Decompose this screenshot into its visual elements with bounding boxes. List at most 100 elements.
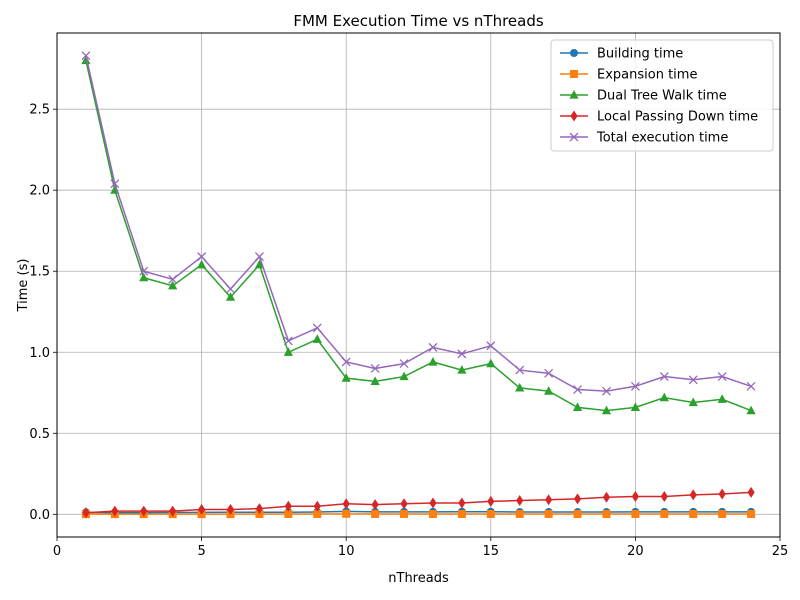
chart-title: FMM Execution Time vs nThreads — [293, 12, 544, 30]
x-tick-label: 10 — [338, 544, 355, 559]
data-point — [515, 382, 525, 392]
data-point — [688, 375, 698, 385]
data-point — [226, 284, 235, 294]
data-point — [370, 376, 380, 386]
legend-item: Local Passing Down time — [560, 110, 758, 125]
data-point — [515, 365, 525, 375]
data-point — [602, 509, 611, 518]
legend-swatch-marker — [570, 110, 578, 122]
data-point — [341, 357, 351, 367]
data-point — [111, 505, 119, 517]
data-point — [689, 509, 698, 518]
y-tick-label: 0.5 — [29, 427, 50, 442]
data-point — [168, 280, 178, 290]
y-tick-label: 1.0 — [29, 346, 50, 361]
data-point — [602, 491, 611, 503]
data-point — [312, 323, 322, 333]
data-point — [342, 509, 351, 518]
data-point — [660, 490, 668, 502]
series-2 — [81, 55, 756, 415]
data-point — [313, 509, 322, 518]
data-point — [515, 509, 524, 518]
data-point — [487, 495, 495, 507]
y-axis-label: Time (s) — [16, 259, 31, 313]
data-point — [573, 385, 583, 394]
data-point — [284, 509, 293, 518]
data-point — [717, 394, 727, 403]
legend-label: Local Passing Down time — [597, 110, 758, 125]
data-point — [139, 266, 149, 276]
data-point — [81, 55, 91, 65]
data-point — [717, 372, 727, 382]
data-point — [429, 497, 437, 509]
data-point — [545, 494, 553, 506]
x-axis-label: nThreads — [388, 571, 449, 586]
data-point — [197, 252, 207, 262]
y-tick-label: 2.5 — [29, 103, 50, 118]
data-point — [371, 509, 380, 518]
data-point — [746, 381, 756, 391]
data-point — [544, 386, 554, 395]
series-line — [85, 510, 752, 514]
data-point — [254, 252, 264, 262]
data-point — [457, 365, 467, 374]
legend-item: Expansion time — [560, 68, 697, 83]
legend-box — [550, 39, 774, 152]
data-point — [169, 505, 177, 517]
data-point — [573, 509, 582, 518]
data-point — [198, 503, 206, 515]
data-point — [283, 336, 293, 346]
legend-label: Dual Tree Walk time — [597, 89, 727, 104]
data-point — [312, 334, 322, 343]
legend-item: Building time — [560, 47, 683, 62]
legend-label: Building time — [597, 47, 683, 62]
data-point — [458, 497, 466, 509]
legend-swatch-marker — [570, 49, 578, 57]
data-point — [254, 259, 265, 269]
series-layer — [81, 51, 756, 519]
x-tick-label: 25 — [772, 544, 789, 559]
legend-swatch-marker — [569, 132, 579, 142]
data-point — [630, 381, 640, 391]
data-point — [573, 493, 582, 505]
data-point — [659, 372, 669, 382]
data-point — [370, 364, 380, 373]
data-point — [226, 503, 235, 515]
data-point — [601, 405, 612, 415]
series-3 — [82, 486, 755, 519]
series-line — [85, 491, 752, 514]
data-point — [544, 368, 554, 378]
data-point — [602, 386, 611, 396]
y-tick-label: 1.5 — [29, 265, 50, 280]
data-point — [400, 509, 409, 518]
data-point — [168, 274, 178, 284]
data-point — [516, 495, 524, 507]
legend-item: Dual Tree Walk time — [560, 89, 727, 104]
data-point — [486, 509, 495, 518]
data-point — [631, 509, 640, 518]
x-tick-label: 20 — [627, 544, 644, 559]
data-point — [81, 51, 91, 61]
series-4 — [81, 51, 756, 396]
data-point — [428, 356, 438, 366]
data-point — [718, 488, 726, 500]
data-point — [457, 509, 466, 518]
data-point — [197, 259, 207, 269]
data-point — [399, 359, 409, 369]
data-point — [283, 347, 293, 356]
data-point — [400, 498, 408, 510]
legend-swatch-marker — [569, 90, 579, 99]
x-tick-label: 5 — [197, 544, 205, 559]
data-point — [225, 292, 236, 301]
legend: Building time Expansion time Dual Tree Wal… — [550, 39, 774, 152]
data-point — [428, 342, 438, 352]
data-point — [631, 490, 639, 502]
data-point — [371, 499, 379, 511]
data-point — [457, 349, 467, 359]
data-point — [747, 486, 755, 498]
x-tick-label: 15 — [483, 544, 500, 559]
data-point — [718, 509, 727, 518]
data-point — [341, 373, 351, 382]
data-point — [110, 179, 120, 189]
data-point — [342, 498, 350, 510]
